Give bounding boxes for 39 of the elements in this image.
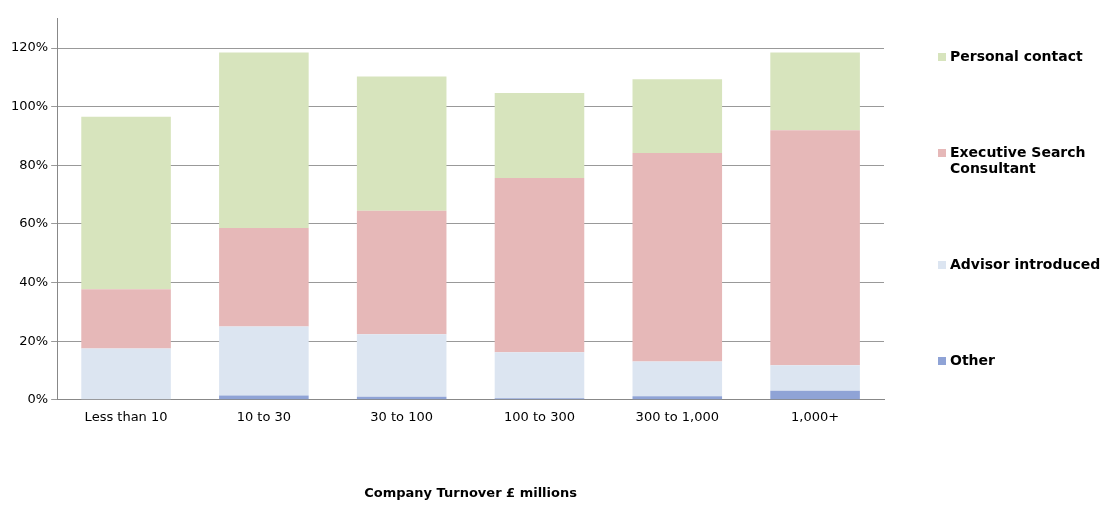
bar: [770, 52, 860, 131]
x-tick-label: 100 to 300: [504, 408, 575, 424]
bar: [494, 177, 585, 353]
bar: [632, 153, 723, 362]
y-tick-label: 0%: [27, 391, 49, 407]
bar: [356, 76, 447, 211]
legend-label: Other: [950, 352, 995, 368]
x-tick-label: 30 to 100: [370, 408, 434, 424]
y-tick-label: 20%: [19, 332, 49, 348]
y-tick-label: 40%: [19, 273, 49, 289]
x-tick-label: 10 to 30: [236, 408, 292, 424]
x-tick-label: Less than 10: [84, 408, 168, 424]
bar: [770, 130, 860, 366]
bar: [81, 348, 171, 400]
bar: [219, 395, 309, 400]
bar: [219, 326, 309, 396]
bar: [494, 352, 585, 399]
y-tick-label: 60%: [19, 215, 49, 231]
legend-label: Personal contact: [950, 48, 1083, 64]
bar: [494, 92, 585, 178]
bar: [632, 79, 723, 154]
bar: [632, 361, 723, 397]
bar: [81, 116, 171, 290]
legend-label: Executive Search Consultant: [950, 144, 1087, 176]
bar: [219, 228, 309, 327]
legend-label: Advisor introduced: [950, 256, 1101, 272]
y-tick-label: 120%: [10, 39, 49, 55]
x-axis-title: Company Turnover £ millions: [364, 484, 578, 500]
y-tick-label: 100%: [10, 98, 49, 114]
bar: [356, 334, 447, 397]
x-tick-label: 300 to 1,000: [635, 408, 719, 424]
bar: [81, 289, 171, 349]
x-tick-label: 1,000+: [791, 408, 840, 424]
bar: [219, 52, 309, 229]
y-tick-label: 80%: [19, 156, 49, 172]
bar: [356, 210, 447, 335]
bar: [632, 396, 723, 400]
bar: [770, 390, 860, 400]
bar: [770, 365, 860, 391]
